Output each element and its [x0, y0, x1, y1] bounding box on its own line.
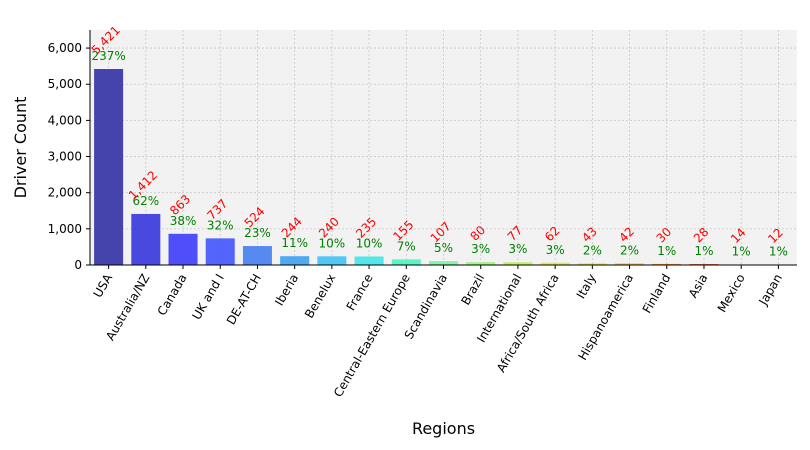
x-tick-label: Japan: [756, 272, 785, 309]
x-axis-title: Regions: [412, 419, 475, 438]
percent-label: 5%: [434, 241, 453, 255]
x-tick-label: Finland: [640, 272, 674, 316]
percent-label: 32%: [207, 218, 234, 232]
percent-label: 1%: [769, 245, 788, 259]
x-tick-label: Central-Eastern Europe: [331, 271, 413, 399]
bar: [205, 238, 235, 265]
percent-label: 1%: [657, 244, 676, 258]
x-tick-label: Mexico: [715, 272, 748, 315]
percent-label: 10%: [319, 236, 346, 250]
y-tick-label: 0: [74, 258, 82, 272]
percent-label: 237%: [91, 49, 125, 63]
bar: [652, 263, 682, 265]
y-tick-label: 3,000: [48, 150, 82, 164]
y-tick-label: 6,000: [48, 41, 82, 55]
percent-label: 3%: [508, 242, 527, 256]
percent-label: 38%: [170, 214, 197, 228]
bar: [131, 213, 161, 265]
y-tick-label: 4,000: [48, 113, 82, 127]
y-tick-label: 1,000: [48, 222, 82, 236]
bar: [354, 256, 384, 265]
bar: [577, 263, 607, 265]
percent-label: 2%: [583, 243, 602, 257]
percent-label: 10%: [356, 237, 383, 251]
bar: [280, 256, 310, 265]
axes: [89, 30, 797, 266]
bar: [391, 259, 421, 265]
x-tick-label: Canada: [155, 272, 190, 319]
bar: [168, 233, 198, 265]
x-tick-label: UK and I: [190, 272, 227, 323]
bars: [94, 69, 793, 266]
x-tick-label: Italy: [574, 272, 599, 302]
x-tick-label: Brazil: [458, 272, 487, 308]
bar: [466, 262, 496, 265]
bar: [242, 246, 272, 265]
percent-label: 1%: [732, 244, 751, 258]
x-tick-label: France: [344, 272, 376, 314]
bar: [503, 262, 533, 265]
x-tick-label: USA: [91, 271, 116, 300]
y-tick-labels: 0 1,000 2,000 3,000 4,000 5,000 6,000: [48, 41, 90, 272]
percent-label: 62%: [132, 194, 159, 208]
bar: [689, 263, 719, 265]
bar: [428, 261, 459, 265]
bar: [94, 69, 124, 265]
x-tick-label: DE-AT-CH: [224, 272, 264, 328]
x-tick-label: Benelux: [302, 272, 338, 321]
x-tick-label: Asia: [686, 272, 711, 301]
y-tick-label: 2,000: [48, 186, 82, 200]
y-tick-label: 5,000: [48, 77, 82, 91]
y-axis-title: Driver Count: [11, 97, 30, 199]
x-tick-label: Iberia: [272, 272, 301, 309]
percent-label: 1%: [694, 244, 713, 258]
percent-label: 7%: [397, 239, 416, 253]
bar: [317, 256, 347, 265]
percent-label: 11%: [281, 236, 308, 250]
bar: [540, 262, 570, 265]
percent-label: 23%: [244, 226, 271, 240]
bar: [615, 263, 645, 265]
percent-label: 3%: [546, 243, 565, 257]
percent-label: 3%: [471, 242, 490, 256]
percent-label: 2%: [620, 243, 639, 257]
